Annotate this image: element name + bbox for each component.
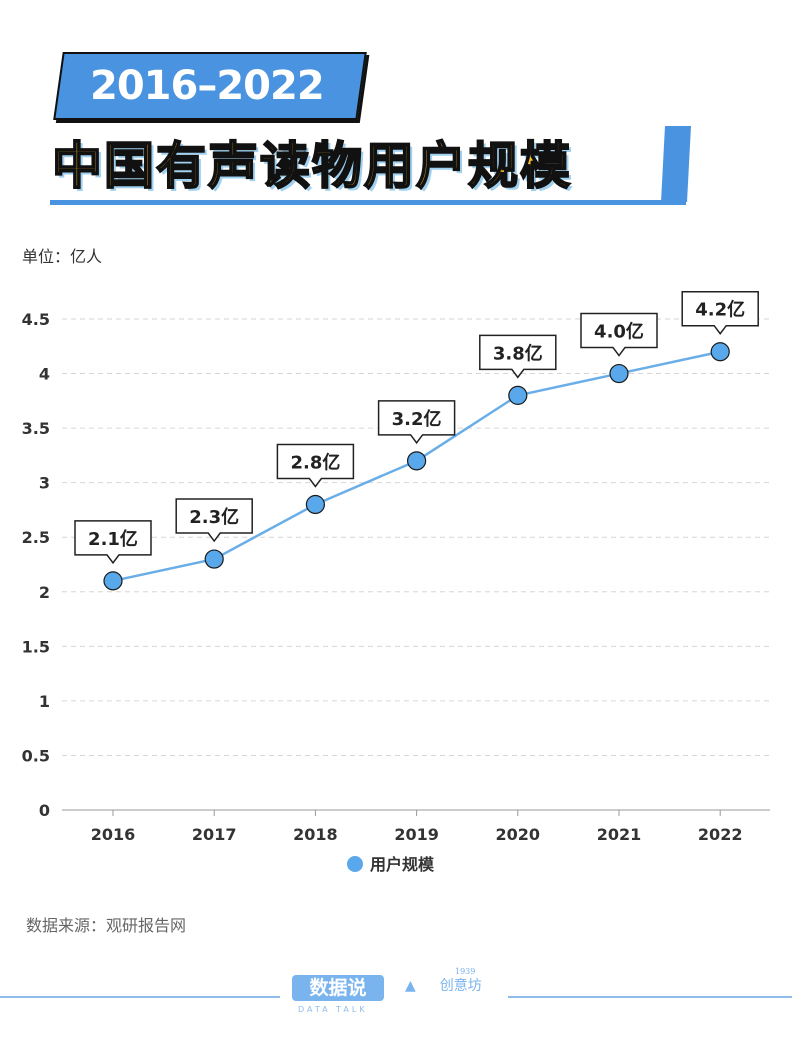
footer-divider-right (508, 996, 792, 998)
data-point (508, 385, 528, 405)
data-label-callout (74, 520, 152, 565)
data-talk-logo-sub: DATA TALK (298, 1005, 368, 1014)
data-label-callout (377, 400, 456, 445)
source-note: 数据来源：观研报告网 (26, 916, 187, 935)
legend-marker (347, 856, 363, 872)
line-chart: 0 0.5 1 1.5 2 2.5 3 3.5 4 4.5 2016 2017 2018 2019 2020… (22, 290, 770, 874)
y-tick-label: 0.5 (22, 746, 50, 765)
y-tick-label: 3 (39, 474, 50, 493)
y-tick-label: 2 (39, 583, 50, 602)
footer-divider-left (0, 996, 280, 998)
x-tick-label: 2022 (698, 825, 743, 844)
x-tick-label: 2018 (293, 825, 338, 844)
data-label: 4.2亿 (695, 299, 745, 321)
data-label-callout (681, 290, 759, 335)
data-label-callout (175, 498, 253, 543)
data-talk-logo: 数据说 (292, 975, 384, 1001)
data-point (407, 451, 427, 471)
y-tick-label: 1 (39, 692, 50, 711)
x-tick-label: 2016 (91, 825, 136, 844)
x-tick-label: 2020 (496, 825, 541, 844)
data-label: 2.3亿 (189, 506, 239, 528)
data-label: 4.0亿 (594, 321, 644, 343)
data-label-callout (580, 312, 658, 357)
data-label: 2.8亿 (290, 451, 340, 473)
data-label-callout (276, 443, 355, 488)
y-tick-label: 4.5 (22, 310, 50, 329)
data-point (710, 342, 730, 362)
y-tick-label: 0 (39, 801, 50, 820)
studio-logo: ▲ 创意坊 (405, 978, 482, 994)
legend-label: 用户规模 (370, 855, 435, 874)
x-tick-label: 2019 (394, 825, 439, 844)
y-tick-label: 1.5 (22, 637, 50, 656)
data-label: 2.1亿 (88, 528, 138, 550)
unit-label: 单位：亿人 (22, 247, 103, 266)
page-title: 中国有声读物用户规模 (51, 136, 572, 196)
data-label: 3.8亿 (493, 342, 543, 364)
data-point (204, 549, 224, 569)
studio-logo-year: 1939 (455, 967, 476, 976)
studio-logo-text: 创意坊 (439, 978, 482, 994)
y-tick-label: 4 (39, 365, 50, 384)
x-tick-label: 2021 (597, 825, 642, 844)
y-tick-label: 2.5 (22, 528, 50, 547)
title-underline (50, 200, 686, 205)
data-point (609, 363, 629, 384)
y-tick-label: 3.5 (22, 419, 50, 438)
data-point (103, 571, 123, 591)
x-tick-label: 2017 (192, 825, 237, 844)
data-label: 3.2亿 (392, 408, 442, 430)
data-point (305, 494, 325, 515)
data-label-callout (479, 334, 557, 379)
